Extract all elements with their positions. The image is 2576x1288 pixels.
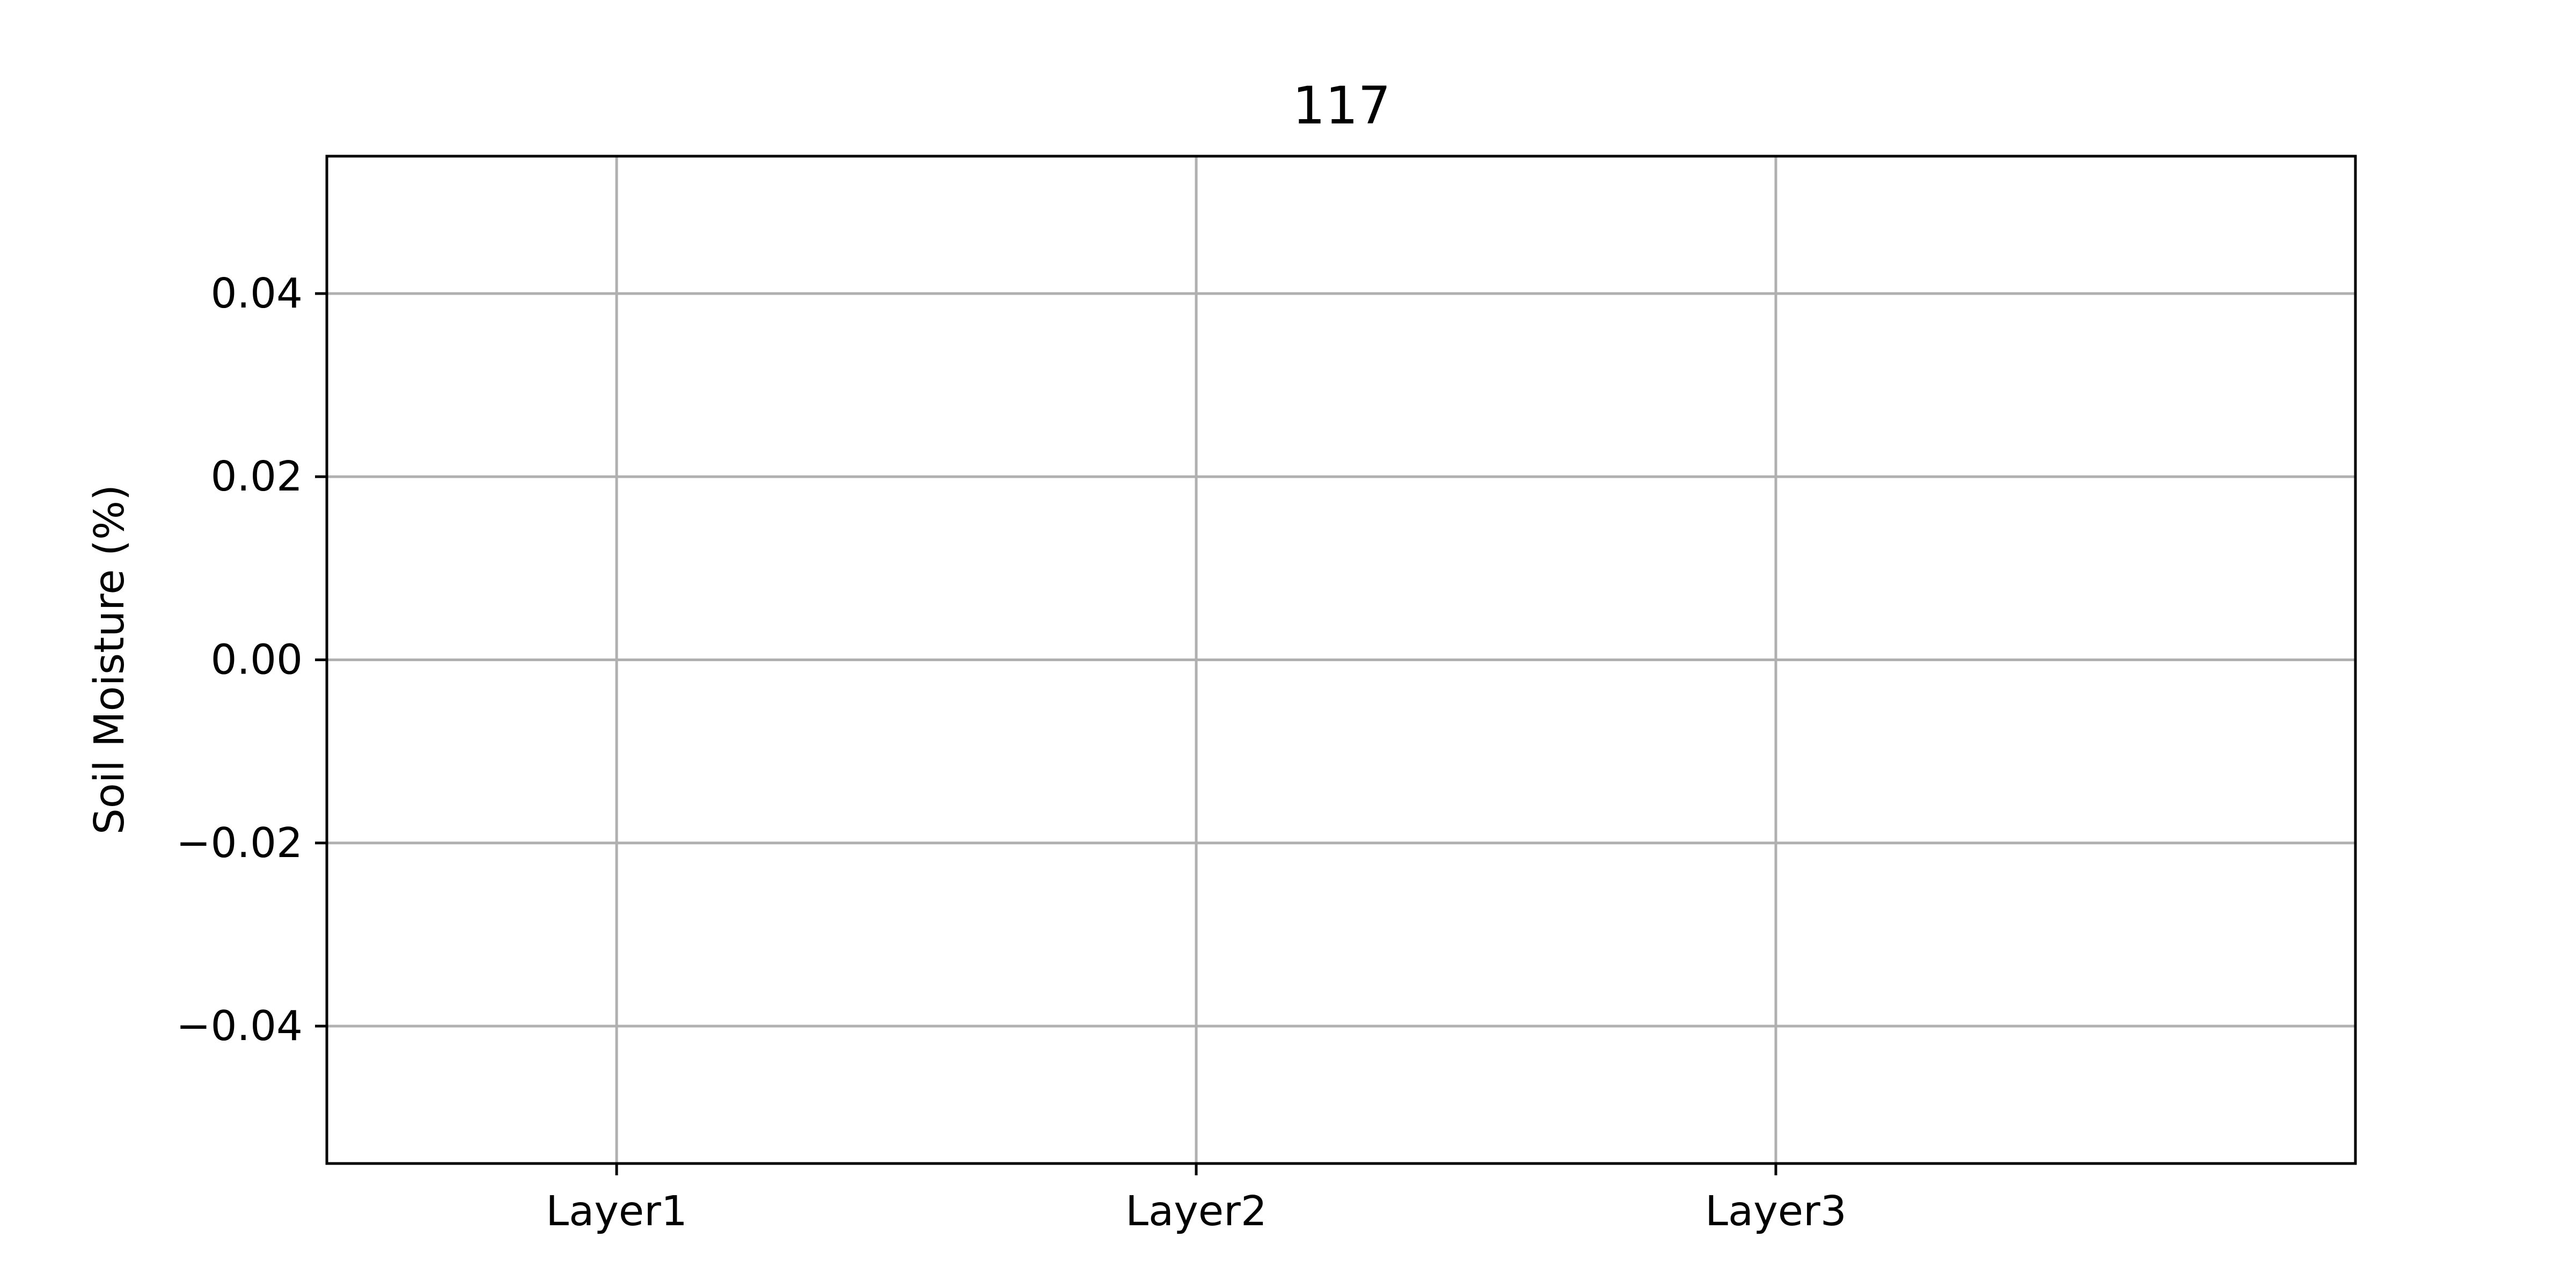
y-tick-label: −0.02 <box>176 819 303 867</box>
y-tick-label: 0.04 <box>211 270 303 318</box>
x-tick-label: Layer3 <box>1705 1188 1847 1235</box>
y-tick-label: 0.02 <box>211 453 303 501</box>
chart-title: 117 <box>1292 76 1391 136</box>
ticks: −0.04 −0.02 0.00 0.02 0.04 Layer1 Layer2 Layer3 <box>176 270 1847 1235</box>
grid-lines <box>327 156 2355 1163</box>
y-tick-label: 0.00 <box>211 636 303 684</box>
x-tick-label: Layer2 <box>1125 1188 1267 1235</box>
plot-frame <box>325 155 2357 1165</box>
x-tick-label: Layer1 <box>546 1188 687 1235</box>
y-axis-label: Soil Moisture (%) <box>86 485 134 835</box>
y-tick-label: −0.04 <box>176 1002 303 1050</box>
